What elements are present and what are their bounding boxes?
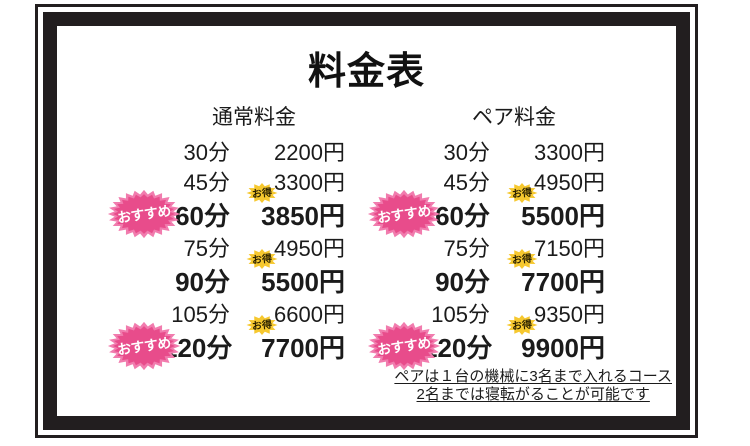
price-cell: 2200円: [230, 135, 345, 167]
price-row: 30分 3300円: [363, 136, 605, 166]
svg-text:お得: お得: [511, 185, 532, 200]
pair-price-rows: 30分 3300円 45分 4950円 おすすめ 60分 お得 5500円 75分 7150円 90…: [363, 136, 605, 371]
svg-text:おすすめ: おすすめ: [376, 334, 431, 357]
price-cell: お得 9900円: [490, 314, 605, 365]
price-row: 105分 6600円: [103, 298, 345, 328]
price-row: 90分 お得 7700円: [363, 248, 605, 299]
price-cell: 4950円: [230, 231, 345, 263]
time-label: 90分: [435, 266, 490, 297]
price-value: 6600円: [274, 302, 345, 327]
svg-text:お得: お得: [511, 251, 532, 266]
price-cell: 3300円: [490, 135, 605, 167]
badge-spacer: [103, 262, 163, 298]
price-value: 3300円: [274, 170, 345, 195]
time-label: 45分: [183, 170, 230, 195]
time-label: 105分: [431, 302, 490, 327]
normal-price-table: 通常料金 30分 2200円 45分 3300円 おすすめ 60分 お得 3850円 75分 49…: [103, 106, 345, 371]
svg-text:おすすめ: おすすめ: [116, 202, 171, 225]
price-cell: お得 5500円: [490, 182, 605, 233]
price-value: 7150円: [534, 236, 605, 261]
badge-spacer: [103, 232, 163, 262]
price-value: 7700円: [521, 266, 605, 297]
note-line-1: ペアは１台の機械に3名まで入れるコース: [394, 368, 672, 385]
page-title: 料金表: [307, 51, 425, 93]
price-value: 2200円: [274, 140, 345, 165]
price-cell: 3300円: [230, 165, 345, 197]
price-value: 9350円: [534, 302, 605, 327]
price-cell: 6600円: [230, 297, 345, 329]
note-line-2: 2名までは寝転がることが可能です: [416, 386, 650, 403]
time-label: 75分: [183, 236, 230, 261]
price-row: 45分 3300円: [103, 166, 345, 196]
price-row: おすすめ 60分 お得 3850円: [103, 182, 345, 239]
deal-badge: お得: [506, 314, 538, 336]
price-value: 7700円: [261, 332, 345, 363]
time-label: 90分: [175, 266, 230, 297]
time-label: 60分: [175, 200, 230, 231]
price-value: 4950円: [534, 170, 605, 195]
svg-text:お得: お得: [251, 317, 272, 332]
price-row: 30分 2200円: [103, 136, 345, 166]
price-row: 45分 4950円: [363, 166, 605, 196]
badge-spacer: [103, 136, 163, 166]
badge-spacer: [363, 232, 423, 262]
price-tables: 通常料金 30分 2200円 45分 3300円 おすすめ 60分 お得 3850円 75分 49…: [103, 106, 676, 371]
deal-badge: お得: [246, 182, 278, 204]
poster-frame: 料金表 通常料金 30分 2200円 45分 3300円 おすすめ 60分 お得 3850円 7…: [35, 4, 698, 438]
price-value: 9900円: [521, 332, 605, 363]
price-cell: お得 3850円: [230, 182, 345, 233]
poster-content: 料金表 通常料金 30分 2200円 45分 3300円 おすすめ 60分 お得 3850円 7…: [43, 12, 690, 430]
price-value: 5500円: [521, 200, 605, 231]
column-header-pair: ペア料金: [472, 106, 556, 129]
svg-text:お得: お得: [511, 317, 532, 332]
price-row: 105分 9350円: [363, 298, 605, 328]
normal-price-rows: 30分 2200円 45分 3300円 おすすめ 60分 お得 3850円 75分 4950円 90…: [103, 136, 345, 371]
price-row: 90分 お得 5500円: [103, 248, 345, 299]
price-value: 3850円: [261, 200, 345, 231]
price-cell: 7150円: [490, 231, 605, 263]
footer-notes: ペアは１台の機械に3名まで入れるコース 2名までは寝転がることが可能です: [394, 368, 672, 404]
price-row: 75分 4950円: [103, 232, 345, 262]
recommend-badge: おすすめ: [103, 321, 181, 371]
price-cell: 9350円: [490, 297, 605, 329]
svg-text:おすすめ: おすすめ: [376, 202, 431, 225]
svg-text:お得: お得: [251, 251, 272, 266]
price-cell: お得 7700円: [490, 248, 605, 299]
price-value: 5500円: [261, 266, 345, 297]
svg-text:お得: お得: [251, 185, 272, 200]
recommend-badge: おすすめ: [103, 189, 181, 239]
recommend-badge: おすすめ: [363, 189, 441, 239]
time-label: 75分: [443, 236, 490, 261]
deal-badge: お得: [506, 248, 538, 270]
pair-price-table: ペア料金 30分 3300円 45分 4950円 おすすめ 60分 お得 5500円 75分 71…: [363, 106, 605, 371]
price-row: おすすめ 120分 お得 7700円: [103, 314, 345, 371]
price-value: 4950円: [274, 236, 345, 261]
deal-badge: お得: [246, 248, 278, 270]
time-label: 30分: [443, 140, 490, 165]
price-row: 75分 7150円: [363, 232, 605, 262]
deal-badge: お得: [506, 182, 538, 204]
badge-spacer: [363, 136, 423, 166]
price-row: おすすめ 60分 お得 5500円: [363, 182, 605, 239]
column-header-normal: 通常料金: [212, 106, 296, 129]
price-cell: お得 7700円: [230, 314, 345, 365]
price-row: おすすめ 120分 お得 9900円: [363, 314, 605, 371]
deal-badge: お得: [246, 314, 278, 336]
time-label: 45分: [443, 170, 490, 195]
badge-spacer: [363, 262, 423, 298]
svg-text:おすすめ: おすすめ: [116, 334, 171, 357]
time-label: 60分: [435, 200, 490, 231]
time-label: 30分: [183, 140, 230, 165]
recommend-badge: おすすめ: [363, 321, 441, 371]
time-label: 105分: [171, 302, 230, 327]
price-cell: 4950円: [490, 165, 605, 197]
price-cell: お得 5500円: [230, 248, 345, 299]
price-value: 3300円: [534, 140, 605, 165]
